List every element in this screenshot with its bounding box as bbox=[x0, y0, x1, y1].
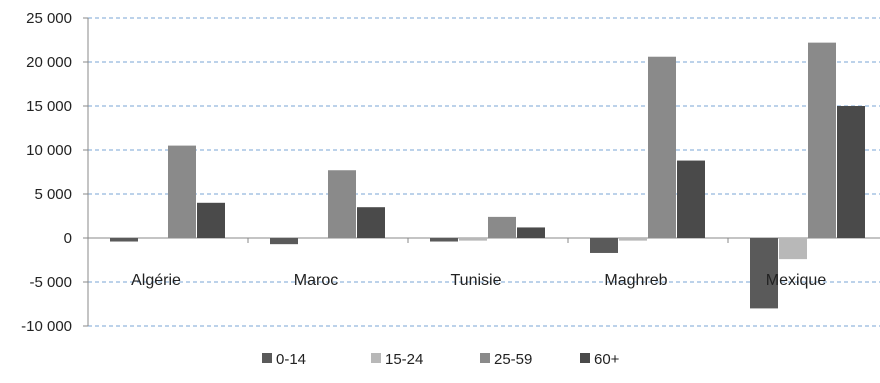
legend-label: 0-14 bbox=[276, 351, 306, 368]
legend-label: 60+ bbox=[594, 351, 620, 368]
bar-15-24 bbox=[779, 238, 807, 260]
category-label: Tunisie bbox=[451, 272, 502, 289]
y-tick-label: -5 000 bbox=[29, 274, 72, 291]
legend-swatch bbox=[580, 353, 590, 363]
bar-25-59 bbox=[648, 56, 676, 238]
bar-60plus bbox=[677, 160, 705, 238]
bar-15-24 bbox=[459, 238, 487, 241]
legend-swatch bbox=[262, 353, 272, 363]
category-label: Maroc bbox=[294, 272, 338, 289]
legend-label: 15-24 bbox=[385, 351, 423, 368]
legend-swatch bbox=[480, 353, 490, 363]
y-tick-label: -10 000 bbox=[21, 318, 72, 335]
bar-0-14 bbox=[430, 238, 458, 242]
bar-60plus bbox=[357, 207, 385, 238]
legend-swatch bbox=[371, 353, 381, 363]
bar-25-59 bbox=[808, 42, 836, 238]
bar-15-24 bbox=[619, 238, 647, 241]
y-tick-label: 10 000 bbox=[26, 142, 72, 159]
bar-25-59 bbox=[168, 145, 196, 238]
y-tick-label: 20 000 bbox=[26, 54, 72, 71]
bar-25-59 bbox=[328, 170, 356, 238]
bar-60plus bbox=[197, 202, 225, 238]
y-tick-label: 5 000 bbox=[34, 186, 72, 203]
bar-60plus bbox=[517, 227, 545, 238]
bar-60plus bbox=[837, 106, 865, 238]
y-tick-label: 25 000 bbox=[26, 10, 72, 27]
bar-25-59 bbox=[488, 216, 516, 238]
y-tick-label: 15 000 bbox=[26, 98, 72, 115]
bar-0-14 bbox=[270, 238, 298, 245]
category-label: Algérie bbox=[131, 272, 181, 289]
bar-0-14 bbox=[590, 238, 618, 253]
bar-0-14 bbox=[110, 238, 138, 242]
category-label: Mexique bbox=[766, 272, 827, 289]
y-tick-label: 0 bbox=[64, 230, 72, 247]
bar-0-14 bbox=[750, 238, 778, 309]
legend-label: 25-59 bbox=[494, 351, 532, 368]
category-label: Maghreb bbox=[604, 272, 667, 289]
